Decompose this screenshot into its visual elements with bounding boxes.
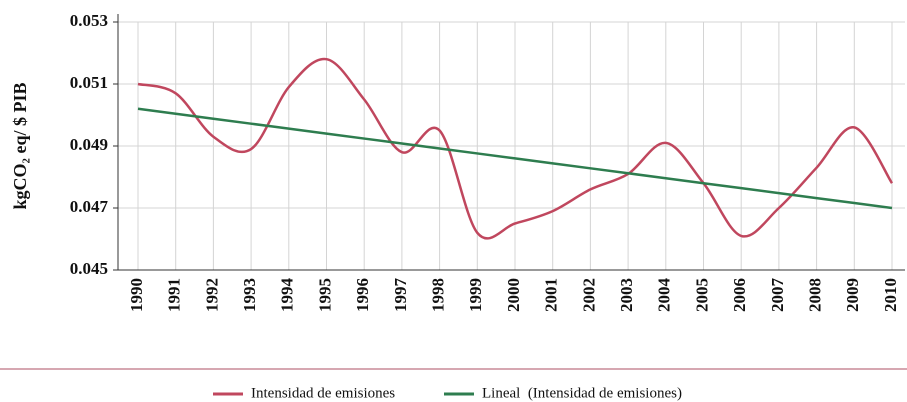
series-line	[137, 107, 893, 210]
x-tick-label: 1991	[165, 278, 184, 312]
y-tick-label: 0.053	[70, 11, 108, 30]
legend-label: Intensidad de emisiones	[251, 385, 395, 401]
x-tick-label: 1998	[429, 278, 448, 312]
x-tick-label: 2001	[542, 278, 561, 312]
x-tick-label: 1992	[202, 278, 221, 312]
x-tick-label: 1996	[353, 278, 372, 312]
y-tick-label: 0.051	[70, 73, 108, 92]
x-tick-label: 1997	[391, 278, 410, 313]
x-tick-label: 2000	[504, 278, 523, 312]
x-tick-label: 2005	[692, 278, 711, 312]
series-line	[137, 57, 894, 240]
y-tick-label: 0.049	[70, 135, 108, 154]
x-tick-label: 2007	[768, 278, 787, 313]
y-tick-label: 0.047	[70, 197, 109, 216]
x-tick-label: 1994	[278, 278, 297, 313]
x-tick-label: 1995	[315, 278, 334, 312]
legend-label: Lineal (Intensidad de emisiones)	[482, 385, 682, 401]
y-tick-label: 0.045	[70, 259, 108, 278]
x-tick-label: 2006	[730, 278, 749, 312]
x-tick-label: 1999	[466, 278, 485, 312]
x-tick-label: 2004	[655, 278, 674, 313]
x-tick-label: 2003	[617, 278, 636, 312]
x-tick-label: 2010	[881, 278, 900, 312]
x-tick-label: 1993	[240, 278, 259, 312]
x-tick-label: 2008	[806, 278, 825, 312]
y-axis-label: kgCO₂ eq/ $ PIB	[10, 83, 30, 210]
x-tick-label: 2009	[843, 278, 862, 312]
x-tick-label: 2002	[579, 278, 598, 312]
x-tick-label: 1990	[127, 278, 146, 312]
